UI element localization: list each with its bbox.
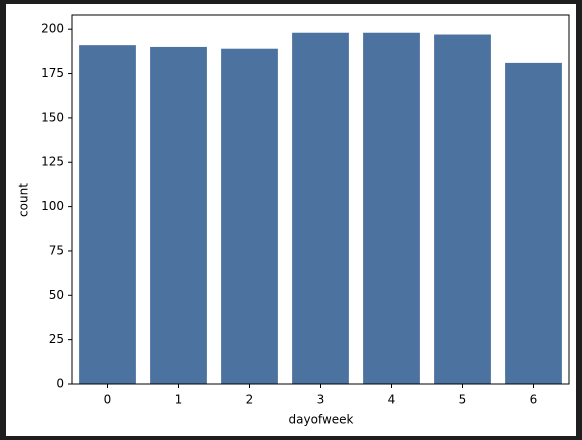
y-tick-label: 200	[41, 22, 64, 36]
y-tick-label: 50	[49, 288, 64, 302]
x-tick-label: 6	[530, 393, 538, 407]
x-tick-label: 1	[175, 393, 183, 407]
x-tick-label: 4	[388, 393, 396, 407]
x-tick-label: 0	[104, 393, 112, 407]
x-tick-label: 2	[246, 393, 254, 407]
y-tick-label: 150	[41, 110, 64, 124]
bar	[434, 34, 491, 384]
plot-frame	[71, 14, 570, 385]
y-tick-label: 75	[49, 243, 64, 257]
x-tick-label: 5	[459, 393, 467, 407]
bar	[505, 62, 562, 384]
x-tick-label: 3	[317, 393, 325, 407]
bar	[79, 45, 136, 384]
y-tick-label: 100	[41, 199, 64, 213]
y-axis-label: count	[17, 183, 31, 217]
y-tick-label: 25	[49, 332, 64, 346]
y-tick-label: 175	[41, 66, 64, 80]
bar	[363, 32, 420, 384]
y-tick-label: 125	[41, 155, 64, 169]
bar	[150, 46, 207, 385]
bar	[292, 32, 349, 384]
x-axis-label: dayofweek	[289, 413, 354, 427]
y-tick-label: 0	[56, 377, 64, 391]
bar	[221, 48, 278, 385]
